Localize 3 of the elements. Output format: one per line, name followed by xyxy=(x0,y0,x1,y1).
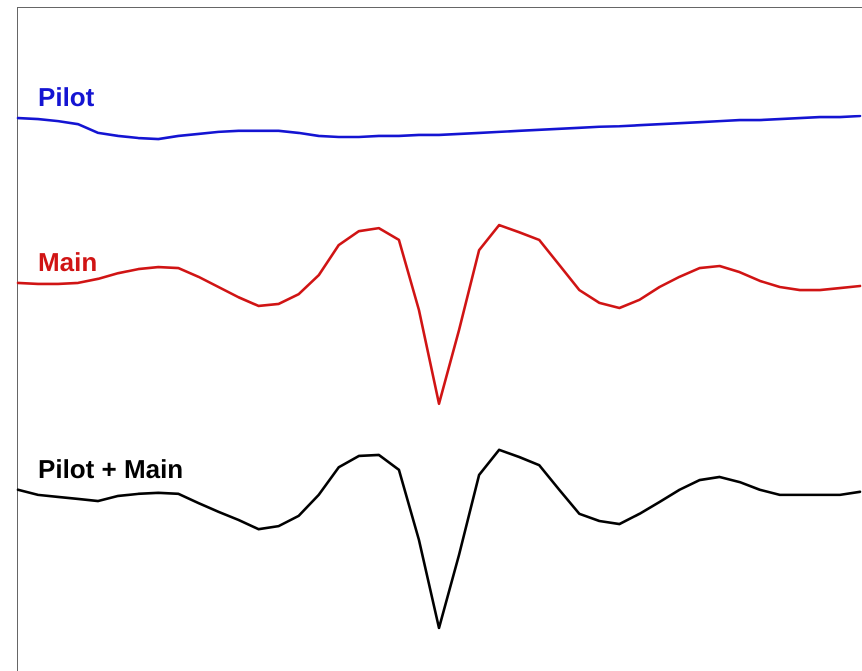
series-label: Pilot xyxy=(38,82,95,112)
series-label: Pilot + Main xyxy=(38,454,184,484)
series-label: Main xyxy=(38,246,98,277)
